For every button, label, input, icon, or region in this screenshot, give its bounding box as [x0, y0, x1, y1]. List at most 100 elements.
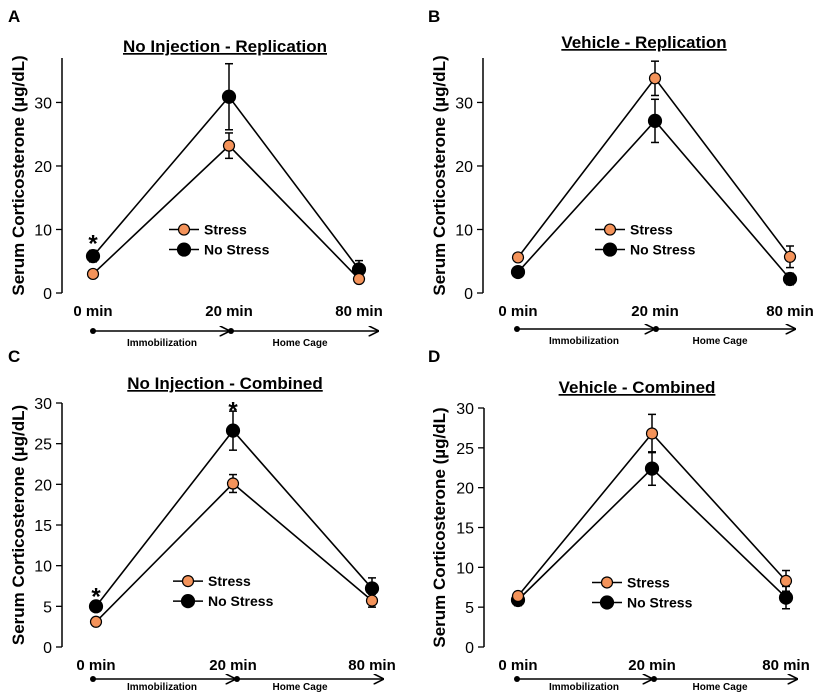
legend-label: Stress — [204, 222, 247, 238]
data-point — [648, 72, 662, 85]
x-tick-label: 80 min — [766, 303, 814, 320]
data-point — [88, 599, 104, 614]
data-point — [222, 139, 236, 152]
y-tick-label: 15 — [34, 518, 52, 535]
chart-title: Vehicle - Combined — [559, 378, 716, 397]
legend-label: Stress — [208, 573, 251, 589]
y-tick-label: 30 — [34, 396, 52, 413]
data-point — [510, 264, 526, 280]
timeline-label-home-cage: Home Cage — [272, 682, 327, 693]
timeline-label-immobilization: Immobilization — [549, 336, 619, 347]
series-stress — [89, 473, 379, 628]
panel-letter: D — [428, 347, 440, 366]
y-tick-label: 30 — [456, 401, 474, 418]
timeline-label-home-cage: Home Cage — [692, 682, 747, 693]
series-stress — [511, 60, 797, 269]
x-tick-label: 20 min — [209, 657, 257, 674]
panel-B: B Vehicle - Replication 0 10 20 30 Serum Corti… — [428, 7, 814, 347]
y-axis-label: Serum Corticosterone (µg/dL) — [9, 55, 28, 295]
legend: Stress No Stress — [173, 573, 274, 609]
data-point — [365, 594, 379, 607]
timeline-label-immobilization: Immobilization — [127, 682, 197, 693]
panel-letter: A — [8, 7, 20, 26]
panel-letter: B — [428, 7, 440, 26]
x-tick-label: 20 min — [631, 303, 679, 320]
data-point — [511, 589, 525, 603]
data-point — [647, 113, 663, 128]
y-tick-label: 30 — [34, 95, 52, 112]
series-line — [92, 144, 360, 280]
significance-marker: * — [91, 584, 101, 611]
legend: Stress No Stress — [595, 222, 696, 258]
timeline-label-immobilization: Immobilization — [549, 682, 619, 693]
x-tick-label: 0 min — [73, 303, 112, 320]
chart-title: No Injection - Replication — [123, 37, 327, 56]
data-point — [782, 271, 798, 287]
legend-marker — [600, 576, 614, 589]
data-point — [779, 574, 793, 587]
panel-letter: C — [8, 347, 20, 366]
timeline: Immobilization Home Cage — [90, 676, 383, 693]
y-tick-label: 20 — [456, 481, 474, 498]
data-point — [226, 477, 240, 490]
y-tick-label: 0 — [43, 286, 52, 303]
timeline: Immobilization Home Cage — [90, 328, 378, 349]
y-tick-label: 25 — [456, 441, 474, 458]
series-stress — [511, 413, 793, 603]
panel-D: D Vehicle - Combined 0 5 10 15 20 25 30 Serum Cor… — [428, 347, 810, 693]
data-point — [221, 89, 237, 104]
legend-label: No Stress — [630, 242, 696, 258]
y-tick-label: 20 — [34, 159, 52, 176]
y-tick-label: 10 — [34, 222, 52, 239]
legend-label: No Stress — [204, 242, 270, 258]
legend-marker — [176, 242, 192, 257]
significance-marker: * — [228, 397, 238, 424]
y-tick-label: 5 — [465, 600, 474, 617]
y-axis-label: Serum Corticosterone (µg/dL) — [9, 405, 28, 645]
data-point — [645, 427, 659, 440]
y-tick-label: 20 — [455, 159, 473, 176]
legend-marker — [599, 595, 615, 610]
panel-A: A No Injection - Replication 0 10 20 30 Serum … — [8, 7, 383, 349]
legend: Stress No Stress — [169, 222, 270, 258]
y-tick-label: 20 — [34, 477, 52, 494]
timeline-label-immobilization: Immobilization — [127, 338, 197, 349]
y-tick-label: 15 — [456, 521, 474, 538]
legend-label: Stress — [630, 222, 673, 238]
y-tick-label: 0 — [464, 286, 473, 303]
legend-label: No Stress — [627, 594, 693, 610]
timeline-label-home-cage: Home Cage — [272, 338, 327, 349]
y-tick-label: 0 — [43, 640, 52, 657]
y-tick-label: 5 — [43, 599, 52, 616]
data-point — [225, 423, 241, 438]
y-tick-label: 10 — [455, 222, 473, 239]
timeline: Immobilization Home Cage — [514, 326, 795, 347]
data-point — [511, 251, 525, 264]
y-tick-label: 10 — [456, 560, 474, 577]
chart-title: Vehicle - Replication — [561, 33, 726, 52]
x-tick-label: 80 min — [348, 657, 396, 674]
significance-marker: * — [88, 231, 98, 258]
data-point — [89, 615, 103, 628]
y-axis-label: Serum Corticosterone (µg/dL) — [430, 407, 449, 647]
data-point — [644, 461, 660, 476]
x-tick-label: 0 min — [76, 657, 115, 674]
legend-marker — [603, 223, 617, 236]
y-tick-label: 0 — [465, 640, 474, 657]
x-tick-label: 0 min — [498, 303, 537, 320]
timeline: Immobilization Home Cage — [514, 676, 797, 693]
series-no-stress — [85, 62, 367, 280]
x-tick-label: 80 min — [762, 657, 810, 674]
y-tick-label: 30 — [455, 95, 473, 112]
legend-label: Stress — [627, 574, 670, 590]
legend-marker — [181, 575, 195, 588]
chart-title: No Injection - Combined — [127, 374, 323, 393]
series-stress — [86, 132, 366, 286]
panel-C: C No Injection - Combined 0 5 10 15 20 25 30 Seru… — [8, 347, 396, 693]
y-axis-label: Serum Corticosterone (µg/dL) — [430, 55, 449, 295]
x-tick-label: 20 min — [205, 303, 253, 320]
data-point — [364, 581, 380, 596]
y-tick-label: 25 — [34, 437, 52, 454]
legend: Stress No Stress — [592, 574, 693, 610]
